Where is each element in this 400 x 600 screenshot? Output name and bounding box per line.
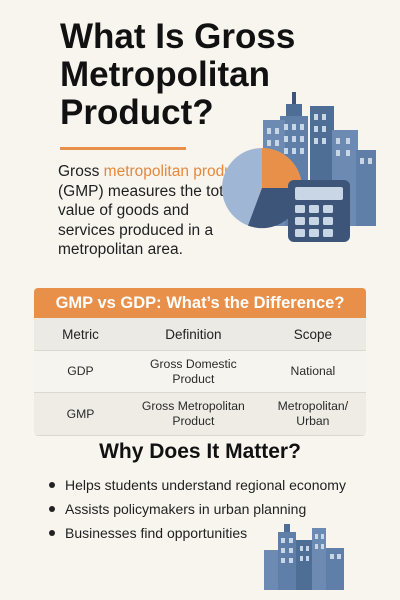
calculator-icon xyxy=(288,180,350,242)
list-item: Businesses find opportunities xyxy=(46,521,346,545)
comparison-grid: Metric Definition Scope GDP Gross Domest… xyxy=(34,318,366,436)
hero-illustration xyxy=(222,92,376,242)
intro-paragraph: Gross metropolitan product (GMP) measure… xyxy=(58,162,248,260)
list-item: Helps students understand regional econo… xyxy=(46,473,346,497)
intro-prefix: Gross xyxy=(58,163,104,180)
why-heading: Why Does It Matter? xyxy=(99,440,301,463)
list-item-text: Helps students understand regional econo… xyxy=(65,477,346,493)
table-heading: GMP vs GDP: What’s the Difference? xyxy=(34,288,366,318)
intro-suffix: (GMP) measures the total value of goods … xyxy=(58,182,236,259)
cell-scope: Metropolitan/ Urban xyxy=(259,392,366,436)
page-title: What Is Gross Metropolitan Product? xyxy=(60,17,296,132)
comparison-table: GMP vs GDP: What’s the Difference? Metri… xyxy=(34,288,366,436)
table-row: GDP Gross Domestic Product National xyxy=(34,350,366,393)
cell-metric: GMP xyxy=(34,392,127,436)
table-row: GMP Gross Metropolitan Product Metropoli… xyxy=(34,392,366,436)
cell-metric: GDP xyxy=(34,350,127,393)
cell-definition: Gross Domestic Product xyxy=(126,350,260,393)
small-city-icon xyxy=(264,524,344,590)
bullet-dot-icon xyxy=(49,482,55,488)
table-header-row: Metric Definition Scope xyxy=(34,318,366,351)
bullet-dot-icon xyxy=(49,506,55,512)
column-header-scope: Scope xyxy=(259,318,366,351)
intro-highlight: metropolitan product xyxy=(103,163,245,180)
list-item-text: Assists policymakers in urban planning xyxy=(65,501,307,517)
bullet-dot-icon xyxy=(49,530,55,536)
column-header-metric: Metric xyxy=(34,318,127,351)
list-item: Assists policymakers in urban planning xyxy=(46,497,346,521)
cell-definition: Gross Metropolitan Product xyxy=(126,392,260,436)
list-item-text: Businesses find opportunities xyxy=(65,525,248,541)
title-underline xyxy=(60,147,186,150)
cell-scope: National xyxy=(259,350,366,393)
column-header-definition: Definition xyxy=(126,318,260,351)
benefits-list: Helps students understand regional econo… xyxy=(46,473,346,545)
